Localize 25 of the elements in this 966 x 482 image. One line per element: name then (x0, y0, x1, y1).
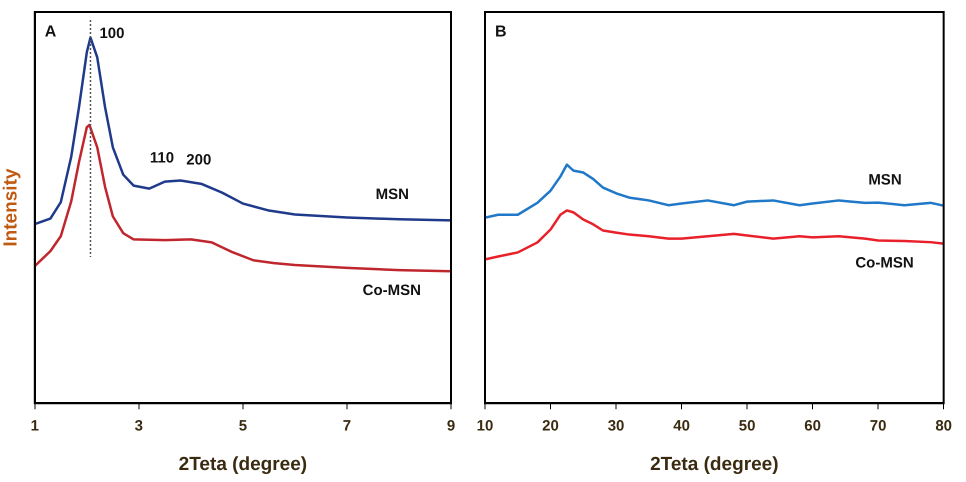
x-tick-label: 9 (446, 417, 456, 434)
series-label: MSN (376, 186, 409, 204)
series-label: Co-MSN (362, 282, 421, 299)
annotation: 110 (150, 149, 174, 166)
x-tick-label: 40 (673, 417, 690, 434)
x-tick-label: 60 (804, 417, 821, 434)
x-tick-label: 20 (542, 417, 559, 434)
x-tick-label: 10 (476, 417, 494, 434)
chart-title: B (495, 23, 507, 40)
x-tick-label: 80 (935, 417, 952, 434)
x-axis-title: 2Teta (degree) (650, 454, 779, 475)
x-tick-label: 1 (30, 417, 39, 434)
annotation: 100 (99, 25, 124, 42)
annotation: 200 (186, 151, 212, 168)
y-axis-title: Intensity (0, 168, 22, 247)
series-label: MSN (868, 171, 902, 188)
x-tick-label: 3 (134, 417, 144, 434)
x-axis-title: 2Teta (degree) (178, 454, 308, 475)
x-tick-label: 50 (738, 417, 756, 434)
x-tick-label: 5 (238, 417, 248, 434)
x-tick-label: 30 (608, 417, 624, 434)
x-tick-label: 7 (342, 417, 352, 434)
x-tick-label: 70 (870, 417, 886, 434)
series-label: Co-MSN (855, 254, 914, 272)
chart-title: A (44, 23, 57, 40)
